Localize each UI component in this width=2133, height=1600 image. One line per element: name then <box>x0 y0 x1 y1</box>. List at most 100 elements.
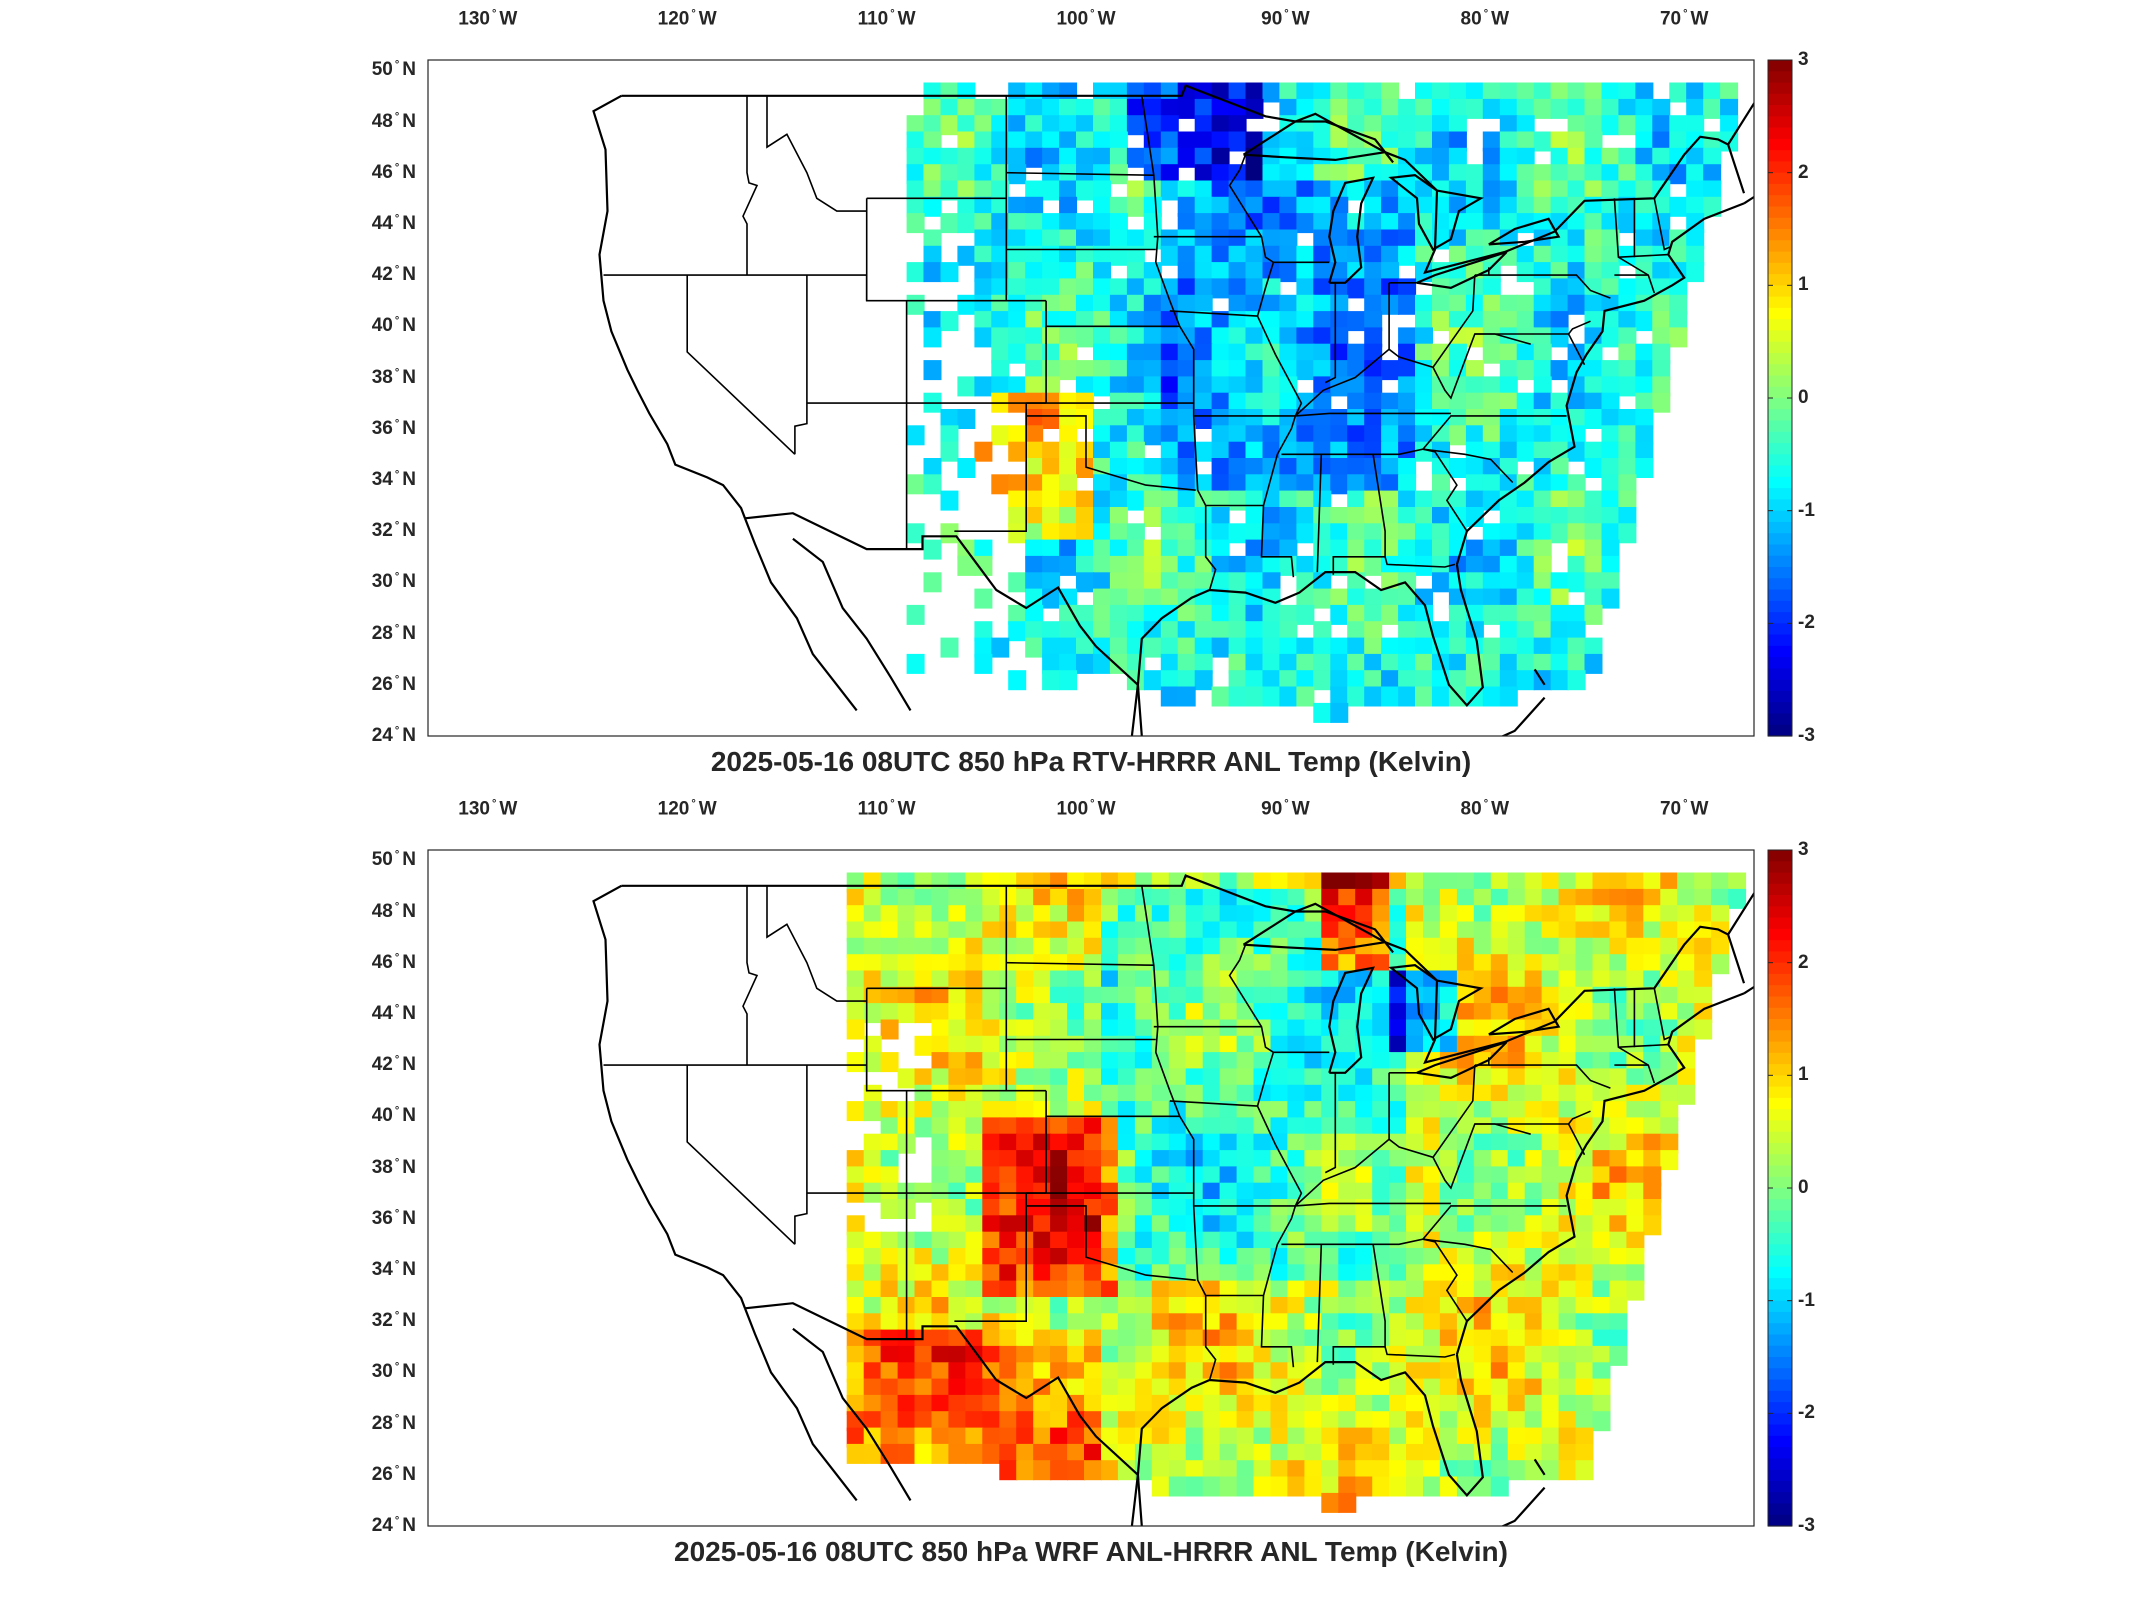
data-cell <box>1304 1460 1323 1481</box>
colorbar-segment <box>1768 1154 1792 1167</box>
data-cell <box>1533 637 1552 658</box>
data-cell <box>1592 1394 1611 1415</box>
data-cell <box>1076 278 1094 299</box>
data-cell <box>1347 131 1366 152</box>
data-cell <box>1151 1215 1170 1236</box>
data-cell <box>1550 131 1569 152</box>
lat-value: 38 <box>371 366 393 388</box>
coastline <box>1727 102 1754 146</box>
data-cell <box>1456 1443 1475 1464</box>
data-cell <box>1262 409 1281 429</box>
data-cell <box>1211 425 1230 446</box>
data-cell <box>1635 164 1654 185</box>
state-line <box>1324 282 1337 384</box>
colorbar-segment <box>1768 82 1792 95</box>
data-cell <box>1076 604 1094 625</box>
data-cell <box>1516 670 1535 691</box>
data-cell <box>1541 1068 1560 1089</box>
data-cell <box>1432 572 1450 593</box>
data-cell <box>1194 213 1213 234</box>
colorbar-segment <box>1768 217 1792 230</box>
data-cell <box>1448 409 1467 429</box>
data-cell <box>1262 523 1281 544</box>
data-cell <box>1643 1182 1662 1203</box>
lat-tick-label: 32 ° N <box>371 520 416 542</box>
data-cell <box>1168 1166 1187 1187</box>
data-cell <box>1168 1460 1187 1481</box>
colorbar-segment <box>1768 634 1792 647</box>
data-cell <box>1287 1133 1306 1154</box>
data-cell <box>1381 441 1400 462</box>
data-cell <box>1652 98 1671 119</box>
data-cell <box>897 970 916 991</box>
data-cell <box>1601 555 1620 576</box>
data-cell <box>1126 670 1145 691</box>
data-cell <box>1313 670 1332 691</box>
data-cell <box>931 1215 950 1236</box>
map-svg <box>427 59 1793 737</box>
data-cell <box>1101 1362 1119 1383</box>
data-cell <box>1016 888 1035 909</box>
data-cell <box>914 1427 933 1448</box>
data-cell <box>1202 1231 1221 1252</box>
data-cell <box>1338 921 1357 942</box>
data-cell <box>1592 1411 1611 1432</box>
lat-hemi: N <box>402 1310 416 1332</box>
data-cell <box>1143 474 1162 495</box>
data-cell <box>1236 1345 1255 1366</box>
data-cell <box>1076 637 1094 658</box>
data-cell <box>1381 670 1400 691</box>
data-cell <box>923 98 942 119</box>
data-cell <box>1008 572 1027 593</box>
data-cell <box>982 1101 1001 1122</box>
data-cell <box>1050 1150 1069 1171</box>
state-line <box>1006 171 1154 176</box>
data-cell <box>1202 1443 1221 1464</box>
lat-value: 46 <box>371 951 393 973</box>
data-cell <box>1101 1231 1119 1252</box>
data-cell <box>846 1264 865 1285</box>
data-cell <box>948 1084 967 1105</box>
data-cell <box>1398 474 1417 495</box>
data-cell <box>1398 164 1417 185</box>
data-cell <box>880 921 899 942</box>
data-cell <box>1008 115 1027 136</box>
data-cell <box>1093 98 1111 119</box>
data-cell <box>1067 1264 1086 1285</box>
data-cell <box>1643 1052 1662 1073</box>
map-frame <box>427 59 1755 737</box>
data-cell <box>1618 458 1637 478</box>
data-cell <box>1381 425 1400 446</box>
state-line <box>686 1065 796 1245</box>
data-cell <box>1338 1443 1357 1464</box>
data-cell <box>1355 1329 1374 1350</box>
data-cell <box>1270 954 1289 975</box>
data-cell <box>1398 653 1417 674</box>
data-cell <box>1669 115 1688 136</box>
data-cell <box>1117 1313 1136 1334</box>
data-cell <box>1448 490 1467 511</box>
data-cell <box>1415 621 1433 642</box>
data-cell <box>1524 905 1543 926</box>
data-cell <box>1245 278 1264 299</box>
data-cell <box>948 1101 967 1122</box>
data-cell <box>1287 1313 1306 1334</box>
data-cell <box>991 294 1010 315</box>
data-cell <box>1321 1182 1340 1203</box>
data-cell <box>1194 115 1213 136</box>
lat-tick-label: 24 ° N <box>371 1514 416 1537</box>
data-cell <box>1389 986 1408 1007</box>
data-cell <box>1660 1003 1679 1024</box>
data-cell <box>1109 245 1128 266</box>
data-cell <box>1635 196 1654 217</box>
data-cell <box>1473 1248 1492 1268</box>
data-cell <box>1432 82 1450 103</box>
data-cell <box>1296 588 1315 609</box>
colorbar-segment <box>1768 161 1792 174</box>
colorbar-segment <box>1768 872 1792 885</box>
data-cell <box>1584 229 1603 250</box>
data-cell <box>1635 392 1654 413</box>
data-cell <box>1117 1035 1136 1056</box>
data-cell <box>1567 474 1586 495</box>
colorbar-segment <box>1768 690 1792 703</box>
